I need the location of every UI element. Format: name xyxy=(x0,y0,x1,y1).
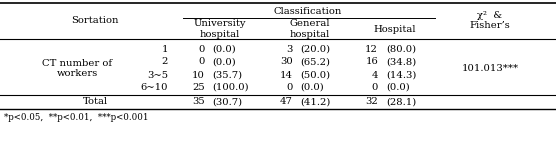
Text: (28.1): (28.1) xyxy=(386,97,416,106)
Text: (0.0): (0.0) xyxy=(212,58,236,67)
Text: Hospital: Hospital xyxy=(374,24,416,34)
Text: (65.2): (65.2) xyxy=(300,58,330,67)
Text: 3: 3 xyxy=(287,45,293,54)
Text: 0: 0 xyxy=(287,82,293,91)
Text: 1: 1 xyxy=(161,45,168,54)
Text: 3~5: 3~5 xyxy=(147,71,168,80)
Text: 0: 0 xyxy=(198,58,205,67)
Text: (30.7): (30.7) xyxy=(212,97,242,106)
Text: 0: 0 xyxy=(198,45,205,54)
Text: (35.7): (35.7) xyxy=(212,71,242,80)
Text: *p<0.05,  **p<0.01,  ***p<0.001: *p<0.05, **p<0.01, ***p<0.001 xyxy=(4,112,148,121)
Text: workers: workers xyxy=(56,69,98,78)
Text: 30: 30 xyxy=(280,58,293,67)
Text: (41.2): (41.2) xyxy=(300,97,330,106)
Text: 101.013***: 101.013*** xyxy=(461,64,519,73)
Text: 47: 47 xyxy=(280,97,293,106)
Text: (14.3): (14.3) xyxy=(386,71,416,80)
Text: Total: Total xyxy=(82,97,107,106)
Text: 16: 16 xyxy=(365,58,378,67)
Text: 14: 14 xyxy=(280,71,293,80)
Text: University
hospital: University hospital xyxy=(193,19,246,39)
Text: 0: 0 xyxy=(371,82,378,91)
Text: 4: 4 xyxy=(371,71,378,80)
Text: 10: 10 xyxy=(192,71,205,80)
Text: (20.0): (20.0) xyxy=(300,45,330,54)
Text: 25: 25 xyxy=(192,82,205,91)
Text: (0.0): (0.0) xyxy=(386,82,410,91)
Text: (34.8): (34.8) xyxy=(386,58,416,67)
Text: Sortation: Sortation xyxy=(71,16,119,25)
Text: General
hospital: General hospital xyxy=(290,19,330,39)
Text: 12: 12 xyxy=(365,45,378,54)
Text: 2: 2 xyxy=(162,58,168,67)
Text: (100.0): (100.0) xyxy=(212,82,249,91)
Text: Classification: Classification xyxy=(274,7,342,17)
Text: 35: 35 xyxy=(192,97,205,106)
Text: (0.0): (0.0) xyxy=(300,82,324,91)
Text: (50.0): (50.0) xyxy=(300,71,330,80)
Text: (0.0): (0.0) xyxy=(212,45,236,54)
Text: 32: 32 xyxy=(365,97,378,106)
Text: (80.0): (80.0) xyxy=(386,45,416,54)
Text: χ²  &
Fisher’s: χ² & Fisher’s xyxy=(470,11,510,30)
Text: CT number of: CT number of xyxy=(42,58,112,67)
Text: 6~10: 6~10 xyxy=(141,82,168,91)
